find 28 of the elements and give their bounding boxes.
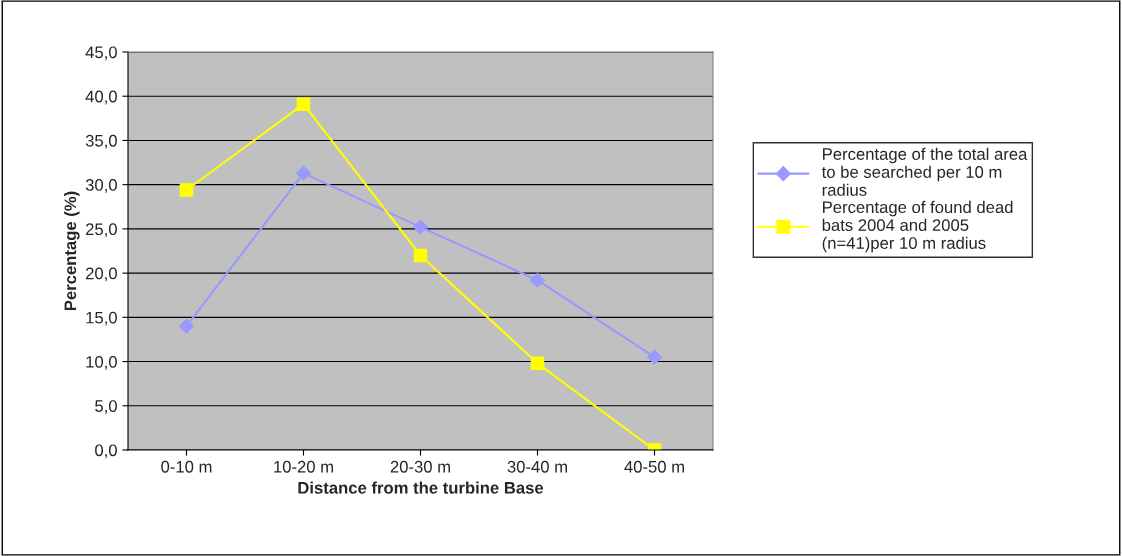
y-tick-label: 35,0 bbox=[85, 134, 117, 149]
point bbox=[530, 356, 545, 371]
x-axis-title: Distance from the turbine Base bbox=[298, 481, 544, 494]
x-tick-label: 30-40 m bbox=[507, 460, 567, 473]
y-tick-label: 10,0 bbox=[86, 355, 117, 370]
point bbox=[413, 248, 428, 263]
legend-label: Percentage of found dead bats 2004 and 2005 (n=41)per 10 m radius bbox=[822, 200, 1013, 253]
x-tick-label: 20-30 m bbox=[390, 460, 450, 473]
x-tick-label: 0-10 m bbox=[161, 460, 212, 473]
y-tick-label: 20,0 bbox=[85, 267, 117, 282]
x-tick-label: 10-20 m bbox=[274, 460, 333, 473]
point bbox=[296, 165, 311, 181]
y-tick-label: 5,0 bbox=[95, 400, 117, 414]
point bbox=[296, 97, 311, 111]
y-tick-label: 25,0 bbox=[85, 223, 117, 238]
x-tick-label: 40-50 m bbox=[624, 460, 684, 473]
y-tick-label: 45,0 bbox=[85, 46, 117, 61]
y-tick-label: 15,0 bbox=[86, 311, 117, 326]
point bbox=[413, 219, 428, 235]
legend-label: Percentage of the total area to be searched per 10 m radius bbox=[821, 147, 1028, 196]
point bbox=[530, 272, 545, 288]
y-tick-label: 30,0 bbox=[85, 179, 117, 193]
y-axis-title: Percentage (%) bbox=[63, 191, 80, 311]
point bbox=[179, 183, 194, 197]
y-tick-label: 40,0 bbox=[85, 90, 117, 105]
y-tick-label: 0,0 bbox=[95, 444, 117, 459]
point bbox=[647, 349, 662, 365]
point bbox=[179, 318, 194, 334]
